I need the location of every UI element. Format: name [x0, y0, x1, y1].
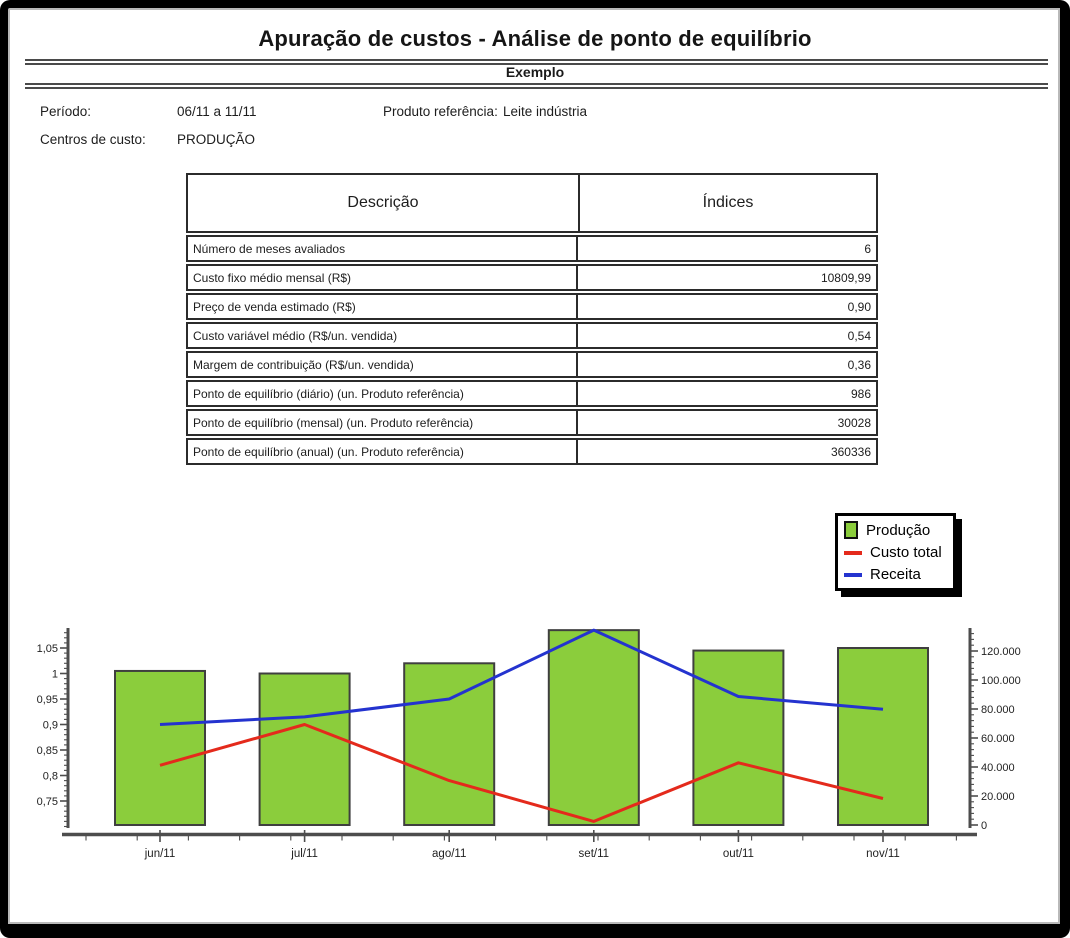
x-axis-month-label: ago/11	[432, 848, 466, 860]
table-row: Ponto de equilíbrio (diário) (un. Produt…	[186, 380, 878, 407]
breakeven-chart: 1,05 1 0,95 0,9 0,85 0,8 0,75 120.000 100.000 80.…	[37, 628, 1021, 860]
custo-total-line	[159, 723, 884, 823]
right-axis-label: 20.000	[981, 791, 1015, 803]
table-row: Ponto de equilíbrio (mensal) (un. Produt…	[186, 409, 878, 436]
produto-referencia-label: Produto referência:	[383, 104, 498, 119]
producao-bar	[547, 629, 640, 827]
right-axis-label: 120.000	[981, 646, 1021, 658]
legend-label: Custo total	[870, 544, 942, 561]
left-axis-label: 0,8	[43, 771, 58, 783]
legend-custo-total-swatch-icon	[844, 550, 862, 555]
column-header-descricao: Descrição	[188, 175, 580, 231]
table-cell-label: Ponto de equilíbrio (diário) (un. Produt…	[188, 382, 578, 405]
x-axis-month-label: jun/11	[144, 848, 175, 860]
right-axis-label: 80.000	[981, 704, 1015, 716]
table-cell-label: Custo variável médio (R$/un. vendida)	[188, 324, 578, 347]
left-axis-label: 0,75	[37, 796, 58, 808]
table-row: Número de meses avaliados 6	[186, 235, 878, 262]
legend-label: Produção	[866, 521, 931, 539]
x-axis-month-label: out/11	[723, 848, 754, 860]
page-subtitle: Exemplo	[505, 64, 565, 80]
column-header-indices: Índices	[702, 194, 754, 211]
right-axis-label: 40.000	[981, 762, 1015, 774]
chart-legend: Produção Custo total Receita	[835, 513, 956, 591]
legend-producao-swatch-icon	[844, 521, 858, 539]
table-row: Custo fixo médio mensal (R$) 10809,99	[186, 264, 878, 291]
x-axis-month-label: set/11	[579, 848, 609, 860]
table-cell-label: Número de meses avaliados	[188, 237, 578, 260]
table-cell-label: Margem de contribuição (R$/un. vendida)	[188, 353, 578, 376]
table-cell-value: 360336	[830, 444, 871, 459]
indices-table-header: Descrição Índices	[186, 173, 878, 233]
indices-table: Descrição Índices Número de meses avalia…	[186, 173, 878, 465]
periodo-value: 06/11 a 11/11	[177, 104, 257, 119]
table-cell-value: 0,54	[847, 328, 871, 343]
table-row: Ponto de equilíbrio (anual) (un. Produto…	[186, 438, 878, 465]
produto-referencia-value: Leite indústria	[503, 104, 588, 119]
right-axis-label: 100.000	[981, 675, 1021, 687]
producao-bar	[258, 672, 351, 826]
page-title: Apuração de custos - Análise de ponto de…	[258, 26, 812, 51]
left-axis-label: 1,05	[37, 643, 58, 655]
centros-de-custo-label: Centros de custo:	[40, 132, 146, 147]
table-cell-value: 0,90	[847, 299, 871, 314]
table-row: Custo variável médio (R$/un. vendida) 0,5…	[186, 322, 878, 349]
title-divider	[25, 59, 1048, 65]
left-axis-label: 0,9	[43, 720, 58, 732]
table-cell-value: 6	[864, 241, 871, 256]
right-axis-label: 0	[981, 820, 987, 832]
table-cell-value: 986	[850, 386, 871, 401]
legend-item-receita: Receita	[844, 566, 947, 583]
table-cell-value: 0,36	[847, 357, 871, 372]
table-cell-label: Ponto de equilíbrio (mensal) (un. Produt…	[188, 411, 578, 434]
left-axis-label: 0,85	[37, 745, 58, 757]
table-cell-label: Ponto de equilíbrio (anual) (un. Produto…	[188, 440, 578, 463]
subtitle-divider	[25, 83, 1048, 89]
producao-bar	[403, 662, 496, 826]
x-axis-month-label: nov/11	[866, 848, 900, 860]
table-row: Margem de contribuição (R$/un. vendida) 0…	[186, 351, 878, 378]
left-axis-label: 1	[52, 669, 58, 681]
right-axis-label: 60.000	[981, 733, 1015, 745]
table-cell-label: Preço de venda estimado (R$)	[188, 295, 578, 318]
producao-bar	[114, 669, 206, 827]
x-axis-month-label: jul/11	[290, 848, 318, 860]
legend-label: Receita	[870, 566, 921, 583]
left-axis-label: 0,95	[37, 694, 58, 706]
producao-bar	[837, 647, 929, 826]
legend-item-custo-total: Custo total	[844, 544, 947, 561]
table-row: Preço de venda estimado (R$) 0,90	[186, 293, 878, 320]
table-cell-value: 30028	[837, 415, 871, 430]
legend-receita-swatch-icon	[844, 572, 862, 577]
table-cell-label: Custo fixo médio mensal (R$)	[188, 266, 578, 289]
centros-de-custo-value: PRODUÇÃO	[177, 132, 256, 147]
indices-table-body: Número de meses avaliados 6 Custo fixo méd…	[186, 235, 878, 465]
receita-line	[159, 628, 884, 726]
legend-item-producao: Produção	[844, 521, 947, 539]
producao-bar	[692, 649, 785, 826]
table-cell-value: 10809,99	[820, 270, 871, 285]
periodo-label: Período:	[40, 104, 92, 119]
